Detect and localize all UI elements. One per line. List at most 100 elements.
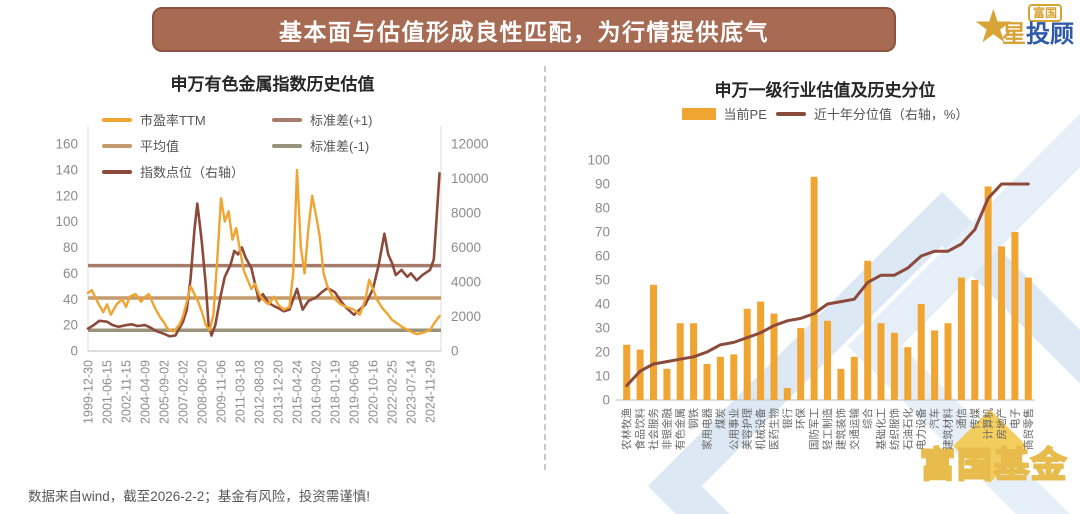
svg-text:2022-02-25: 2022-02-25 [386,360,400,424]
bar [824,320,831,400]
bar [690,323,698,400]
bar [998,246,1005,400]
svg-text:2023-07-14: 2023-07-14 [405,360,419,424]
legend-item: 标准差(+1) [272,110,372,129]
svg-text:2008-06-20: 2008-06-20 [196,360,210,424]
svg-text:0: 0 [602,393,610,408]
svg-text:基础化工: 基础化工 [875,408,888,450]
svg-text:2024-11-29: 2024-11-29 [424,360,438,423]
svg-text:2013-12-20: 2013-12-20 [272,360,286,424]
svg-text:2004-04-09: 2004-04-09 [139,360,153,424]
svg-text:120: 120 [55,188,78,203]
left-chart-title: 申万有色金属指数历史估值 [170,75,375,94]
data-source-disclaimer: 数据来自wind，截至2026-2-2；基金有风险，投资需谨慎! [28,489,371,504]
bar [917,304,925,400]
bar [837,368,845,400]
bar [904,347,912,400]
svg-text:8000: 8000 [451,206,481,221]
svg-text:国防军工: 国防军工 [808,408,821,450]
bar [850,356,858,400]
legend-swatch-line [102,169,132,174]
svg-text:商贸零售: 商贸零售 [1022,408,1035,450]
svg-text:钢铁: 钢铁 [687,408,700,429]
svg-text:2002-11-15: 2002-11-15 [120,360,134,423]
legend-item: 近十年分位值（右轴，%） [775,104,969,123]
slide-title: 基本面与估值形成良性匹配，为行情提供底气 [279,18,769,45]
legend-label: 标准差(-1) [310,139,370,154]
svg-text:电力设备: 电力设备 [915,408,928,450]
bar [1024,277,1032,400]
svg-text:80: 80 [595,201,610,216]
svg-text:建筑装饰: 建筑装饰 [834,408,847,450]
left-chart-axes [87,126,442,352]
left-chart-series [86,168,441,338]
legend-item: 标准差(-1) [272,136,372,155]
svg-text:2000: 2000 [451,309,481,324]
svg-text:1999-12-30: 1999-12-30 [82,360,96,424]
svg-text:医药生物: 医药生物 [767,408,780,450]
legend-swatch-line [102,117,132,122]
bar [650,284,657,400]
bar [877,323,885,400]
svg-text:60: 60 [595,249,610,264]
svg-text:汽车: 汽车 [928,408,941,429]
left-chart-svg: 160 140 120 100 80 60 40 20 0 12000 10000 8000 6000 4… [55,126,489,424]
legend-label: 市盈率TTM [140,113,206,128]
svg-text:2018-01-19: 2018-01-19 [329,360,343,424]
svg-text:纺织服饰: 纺织服饰 [888,408,901,450]
bar [770,313,778,400]
svg-text:20: 20 [63,318,78,333]
legend-swatch-line [272,117,302,122]
svg-text:石油石化: 石油石化 [901,408,914,450]
svg-text:电子: 电子 [1008,408,1021,429]
svg-text:4000: 4000 [451,275,481,290]
left-chart-x-axis-labels: 1999-12-30 2001-06-15 2002-11-15 2004-04-09… [82,360,438,424]
product-name-advisor: 投顾 [1026,21,1074,48]
legend-label: 当前PE [723,107,767,122]
svg-text:100: 100 [55,214,78,229]
bar [890,332,898,400]
svg-text:0: 0 [451,344,459,359]
svg-text:传媒: 传媒 [968,408,981,429]
svg-text:煤炭: 煤炭 [714,408,727,429]
svg-text:计算机: 计算机 [982,408,995,440]
svg-text:2009-11-06: 2009-11-06 [215,360,229,423]
left-chart-y-axis-left: 160 140 120 100 80 60 40 20 0 [55,137,78,359]
brand-logo: ★ 富国 星投顾 [973,3,1074,49]
svg-text:家用电器: 家用电器 [701,408,714,450]
svg-text:有色金属: 有色金属 [674,408,687,450]
svg-text:80: 80 [63,240,78,255]
legend-item: 当前PE [681,104,767,123]
svg-text:2005-09-02: 2005-09-02 [158,360,172,424]
svg-text:农林牧渔: 农林牧渔 [620,408,633,450]
svg-text:90: 90 [595,177,610,192]
svg-text:2020-10-16: 2020-10-16 [367,360,381,424]
bar [797,328,805,400]
bar [931,330,939,400]
svg-text:综合: 综合 [861,408,874,429]
legend-label: 近十年分位值（右轴，%） [813,107,969,122]
svg-text:60: 60 [63,266,78,281]
svg-text:美容护理: 美容护理 [741,408,754,450]
svg-text:2015-04-24: 2015-04-24 [291,360,305,424]
watermark-brand-text: 富国基金 [919,445,1068,486]
brand-name-badge: 富国 [1028,3,1063,22]
bar [743,308,751,400]
svg-text:40: 40 [595,297,610,312]
svg-text:100: 100 [587,153,610,168]
bar [636,349,644,400]
legend-item: 市盈率TTM [102,110,260,129]
product-name-star-char: 星 [1002,21,1026,48]
svg-text:通信: 通信 [956,408,968,429]
bar [957,277,965,400]
right-chart-title: 申万一级行业估值及历史分位 [714,81,936,100]
svg-text:2001-06-15: 2001-06-15 [101,360,115,424]
svg-text:环保: 环保 [794,408,807,429]
bar [663,368,671,400]
svg-text:10000: 10000 [451,171,489,186]
legend-swatch-line [102,143,132,148]
right-chart-category-labels: 农林牧渔 食品饮料 社会服务 非银金融 有色金属 钢铁 家用电器 煤炭 公用事业 美容护理 机械设备… [620,408,1035,450]
right-chart-legend: 当前PE 近十年分位值（右轴，%） [618,104,1032,123]
bar [676,323,684,400]
